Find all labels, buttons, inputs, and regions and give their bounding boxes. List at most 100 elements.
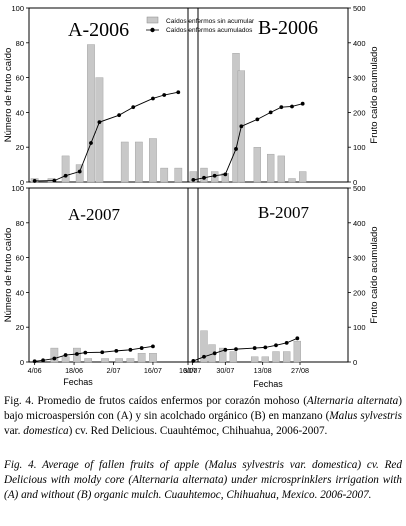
ytick-label-2-0: 0 <box>20 358 24 367</box>
xtick-label-3-6: 27/08 <box>291 366 309 375</box>
bar-2-7 <box>137 353 146 363</box>
cumulative-point-0-7 <box>131 105 136 110</box>
cumulative-point-0-3 <box>77 169 82 174</box>
bar-0-8 <box>149 138 157 183</box>
cumulative-point-0-10 <box>176 90 181 95</box>
ytick-label-3-2: 200 <box>353 288 366 297</box>
cumulative-point-3-4 <box>234 347 238 352</box>
xtick-label-2-4: 30/07 <box>183 366 201 375</box>
ytick-label-3-1: 100 <box>353 323 366 332</box>
bar-0-6 <box>120 141 129 183</box>
cumulative-point-1-6 <box>255 117 260 122</box>
cumulative-point-2-8 <box>128 347 133 352</box>
panel-title-b-2006: B-2006 <box>258 17 318 39</box>
bar-1-10 <box>299 171 307 183</box>
cumulative-point-2-7 <box>114 348 119 353</box>
bar-1-9 <box>288 178 296 183</box>
xtick-label-2-0: 4/06 <box>28 366 42 375</box>
cumulative-point-2-10 <box>151 344 155 349</box>
caption-es-species-fungus: Alternaria alternata <box>306 395 399 407</box>
ytick-label-3-5: 500 <box>353 184 366 193</box>
cumulative-point-1-1 <box>202 175 206 180</box>
cumulative-point-2-5 <box>83 350 88 355</box>
ytick-label-0-5: 100 <box>11 4 24 13</box>
cumulative-point-3-8 <box>284 340 289 345</box>
xtick-label-3-5: 13/08 <box>254 366 272 375</box>
cumulative-point-3-1 <box>202 354 206 359</box>
legend-line-label: Caídos enfermos acumulados <box>166 27 253 34</box>
ytick-label-0-4: 80 <box>16 39 24 48</box>
cumulative-point-3-6 <box>263 345 268 350</box>
legend-bar-swatch <box>146 16 159 24</box>
cumulative-point-3-2 <box>212 351 217 356</box>
cumulative-point-3-0 <box>191 359 196 363</box>
caption-spanish: Fig. 4. Promedio de frutos caídos enferm… <box>4 394 402 440</box>
ytick-label-1-0: 0 <box>353 178 357 187</box>
cumulative-point-3-7 <box>274 343 278 348</box>
bar-3-3 <box>229 351 238 363</box>
cumulative-line-3 <box>193 337 298 362</box>
ytick-label-1-2: 200 <box>353 108 366 117</box>
ylabel-left-top: Número de fruto caído <box>3 48 14 143</box>
bar-3-6 <box>272 351 280 363</box>
cumulative-point-1-3 <box>223 172 228 177</box>
ytick-label-2-1: 20 <box>16 323 24 332</box>
ytick-label-0-1: 20 <box>16 143 24 152</box>
ytick-label-1-3: 300 <box>353 74 366 83</box>
cumulative-point-1-2 <box>212 173 217 178</box>
panel-title-b-2007: B-2007 <box>258 203 310 222</box>
bar-2-4 <box>101 358 109 363</box>
legend-line-marker <box>150 27 155 33</box>
ytick-label-2-4: 80 <box>16 219 24 228</box>
bar-3-5 <box>261 356 270 363</box>
caption-es-variety: domestica <box>23 425 69 438</box>
cumulative-point-0-0 <box>32 179 37 183</box>
cumulative-point-1-8 <box>279 105 284 110</box>
figure-4-chart: 0204060801000100200300400500020406080100… <box>3 4 380 389</box>
cumulative-point-1-7 <box>268 110 273 115</box>
bar-1-7 <box>267 153 275 183</box>
cumulative-point-2-3 <box>63 353 68 357</box>
bar-0-9 <box>160 167 169 183</box>
caption-es-suffix: ) cv. Red Delicious. Cuauhtémoc, Chihuah… <box>68 425 328 438</box>
cumulative-point-2-1 <box>41 358 45 363</box>
bar-2-1 <box>61 356 70 363</box>
bar-2-8 <box>149 353 157 363</box>
ytick-label-1-4: 400 <box>353 39 366 48</box>
cumulative-line-1 <box>193 103 303 181</box>
ylabel-right-top: Fruto caído acumulado <box>369 46 380 143</box>
cumulative-point-3-3 <box>223 347 228 352</box>
cumulative-point-1-5 <box>239 124 244 129</box>
ytick-label-2-5: 100 <box>11 184 24 193</box>
cumulative-point-0-1 <box>52 178 57 183</box>
cumulative-point-0-9 <box>162 93 167 97</box>
cumulative-point-2-0 <box>32 359 37 364</box>
cumulative-point-2-6 <box>100 350 105 355</box>
cumulative-point-3-9 <box>295 336 300 341</box>
cumulative-point-2-9 <box>139 346 144 350</box>
legend-bar-label: Caídos enfermos sin acumular <box>166 18 255 25</box>
bar-0-2 <box>61 155 70 183</box>
cumulative-point-1-9 <box>290 104 294 109</box>
panel-title-a-2006: A-2006 <box>68 19 129 41</box>
xtick-label-2-3: 16/07 <box>144 366 162 375</box>
ytick-label-3-0: 0 <box>353 358 357 367</box>
ytick-label-1-5: 500 <box>353 4 366 13</box>
xtick-label-3-4: 30/07 <box>216 366 234 375</box>
bar-3-7 <box>283 351 291 363</box>
caption-english: Fig. 4. Average of fallen fruits of appl… <box>4 459 402 502</box>
xtick-label-3-3: 16/07 <box>179 366 197 375</box>
bar-1-6 <box>253 146 262 183</box>
bar-2-0 <box>50 347 59 363</box>
cumulative-point-0-4 <box>89 141 93 145</box>
ytick-label-3-4: 400 <box>353 219 366 228</box>
bar-2-3 <box>84 358 93 363</box>
bar-2-6 <box>126 358 135 363</box>
bar-3-4 <box>250 356 259 363</box>
ytick-label-0-2: 40 <box>16 108 24 117</box>
cumulative-point-1-4 <box>234 147 238 151</box>
xtick-label-2-1: 18/06 <box>65 366 83 375</box>
bar-1-1 <box>200 167 208 183</box>
xtick-label-2-2: 2/07 <box>107 366 121 375</box>
cumulative-point-0-8 <box>151 96 155 101</box>
